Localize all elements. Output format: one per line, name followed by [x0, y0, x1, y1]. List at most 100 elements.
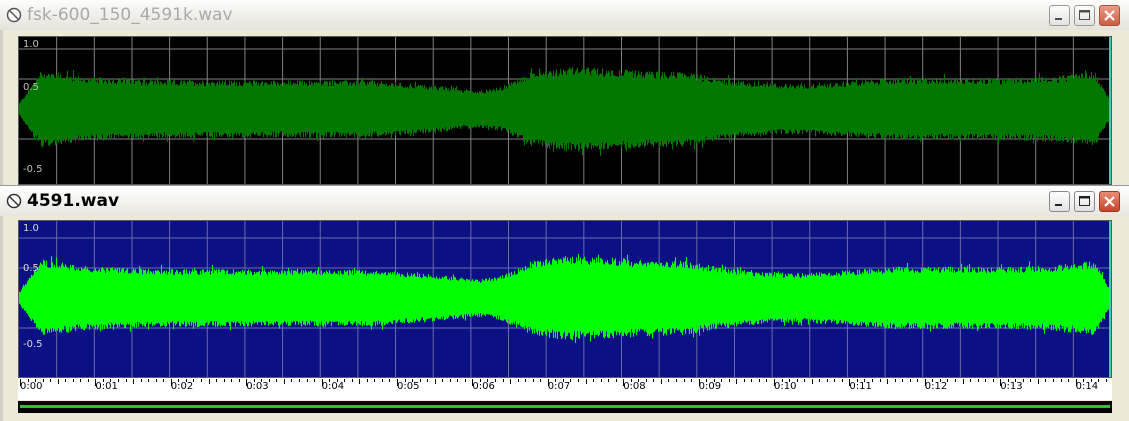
no-entry-icon[interactable] — [6, 7, 22, 23]
close-button[interactable] — [1099, 5, 1120, 26]
waveform-display[interactable]: 1.0 0.5 -0.5 — [18, 220, 1112, 378]
no-entry-icon[interactable] — [6, 193, 22, 209]
minimize-button[interactable] — [1049, 5, 1070, 26]
waveform-display[interactable]: 1.0 0.5 -0.5 — [18, 36, 1112, 185]
time-tick — [404, 379, 406, 382]
time-tick — [721, 379, 723, 382]
time-tick — [1075, 379, 1077, 386]
time-tick — [479, 379, 481, 382]
time-tick — [985, 379, 987, 382]
time-tick — [185, 379, 187, 382]
time-tick — [87, 379, 89, 382]
time-tick — [268, 379, 270, 382]
time-tick — [1007, 379, 1009, 382]
time-tick — [366, 379, 368, 382]
time-tick — [1060, 379, 1062, 382]
time-tick — [600, 379, 602, 382]
time-tick — [532, 379, 534, 382]
time-tick — [155, 379, 157, 382]
time-tick — [359, 379, 361, 384]
time-tick — [804, 379, 806, 382]
close-icon — [1104, 10, 1115, 21]
time-tick — [917, 379, 919, 382]
time-tick — [20, 379, 21, 386]
time-tick — [766, 379, 768, 382]
time-tick — [72, 379, 74, 382]
time-tick — [419, 379, 421, 382]
time-tick — [495, 379, 497, 382]
maximize-button[interactable] — [1074, 191, 1095, 212]
time-tick — [140, 379, 142, 382]
time-tick — [1022, 379, 1024, 382]
time-tick — [796, 379, 798, 382]
waveform-plot[interactable] — [19, 37, 1111, 184]
close-button[interactable] — [1099, 191, 1120, 212]
time-tick — [706, 379, 708, 382]
time-tick — [758, 379, 760, 382]
time-tick — [660, 379, 662, 384]
title-bar[interactable]: 4591.wav — [0, 186, 1129, 216]
time-tick — [608, 379, 610, 382]
time-tick — [1037, 379, 1039, 384]
time-tick — [864, 379, 866, 382]
maximize-icon — [1079, 10, 1090, 20]
scrollbar-thumb[interactable] — [20, 405, 1110, 408]
time-tick — [329, 379, 331, 382]
time-tick — [442, 379, 444, 382]
maximize-button[interactable] — [1074, 5, 1095, 26]
maximize-icon — [1079, 196, 1090, 206]
time-tick — [170, 379, 172, 386]
time-tick — [178, 379, 180, 382]
time-tick — [200, 379, 202, 382]
time-tick — [675, 379, 677, 382]
time-tick — [502, 379, 504, 382]
time-tick — [728, 379, 730, 382]
waveform-plot[interactable] — [19, 221, 1111, 377]
time-tick — [856, 379, 858, 382]
time-tick — [962, 379, 964, 384]
time-tick — [1083, 379, 1085, 382]
time-tick — [970, 379, 972, 382]
time-tick — [374, 379, 376, 382]
time-label: 0:13 — [1000, 381, 1023, 392]
time-axis[interactable]: 0:00 0:01 0:02 0:03 0:04 0:05 0:06 0:07 0:08 0:09… — [18, 378, 1112, 400]
time-tick — [525, 379, 527, 382]
time-tick — [125, 379, 127, 382]
y-label-1.0: 1.0 — [23, 39, 39, 50]
time-tick — [887, 379, 889, 384]
time-label: 0:00 — [20, 381, 43, 392]
time-tick — [977, 379, 979, 382]
time-tick — [774, 379, 775, 386]
time-tick — [623, 379, 625, 386]
window-title: 4591.wav — [27, 191, 120, 211]
time-tick — [1068, 379, 1070, 382]
y-label-1.0: 1.0 — [23, 223, 39, 234]
minimize-button[interactable] — [1049, 191, 1070, 212]
wave-window-1[interactable]: fsk-600_150_4591k.wav 1.0 0.5 -0.5 — [0, 0, 1129, 185]
time-tick — [163, 379, 165, 382]
time-tick — [457, 379, 459, 382]
horizontal-scrollbar[interactable] — [18, 401, 1112, 413]
wave-window-2[interactable]: 4591.wav 1.0 0.5 -0.5 0:00 0:01 0:02 0:03 0:… — [0, 185, 1129, 421]
time-tick — [472, 379, 474, 386]
time-tick — [630, 379, 632, 382]
time-label: 0:07 — [547, 381, 571, 392]
title-bar[interactable]: fsk-600_150_4591k.wav — [0, 0, 1129, 30]
time-tick — [231, 379, 233, 382]
time-tick — [261, 379, 263, 382]
time-tick — [932, 379, 934, 382]
time-tick — [819, 379, 821, 382]
time-tick — [683, 379, 685, 382]
time-tick — [789, 379, 791, 382]
time-tick — [954, 379, 956, 382]
time-tick — [27, 379, 29, 382]
time-label: 0:02 — [170, 381, 194, 392]
minimize-icon — [1055, 18, 1062, 20]
time-tick — [751, 379, 753, 382]
time-tick — [811, 379, 813, 384]
time-tick — [464, 379, 466, 382]
time-tick — [615, 379, 617, 382]
time-tick — [849, 379, 851, 386]
time-tick — [102, 379, 104, 382]
time-tick — [924, 379, 926, 386]
